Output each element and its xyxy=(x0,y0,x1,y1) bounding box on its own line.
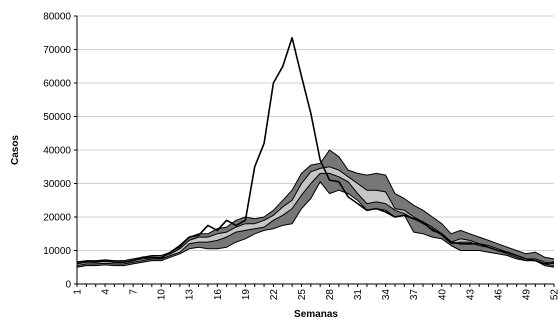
y-tick-label: 40000 xyxy=(43,146,71,157)
y-tick-label: 0 xyxy=(65,280,71,291)
inner-range-band xyxy=(77,166,554,266)
x-tick-label: 43 xyxy=(465,289,476,301)
outer-range-band xyxy=(77,150,554,268)
x-tick-label: 40 xyxy=(437,289,448,301)
x-tick-label: 13 xyxy=(185,289,196,301)
x-tick-label: 7 xyxy=(129,289,140,295)
band-lower-line xyxy=(76,181,555,268)
x-tick-label: 16 xyxy=(213,289,224,301)
x-axis-title: Semanas xyxy=(294,309,338,320)
x-tick-label: 25 xyxy=(297,289,308,301)
y-tick-label: 60000 xyxy=(43,79,71,90)
x-tick-label: 46 xyxy=(493,289,504,301)
x-tick-label: 4 xyxy=(101,289,112,295)
range-bands xyxy=(77,150,554,268)
band-upper-line xyxy=(76,149,555,263)
y-axis-title: Casos xyxy=(10,135,21,165)
x-tick-label: 34 xyxy=(381,289,392,301)
x-tick-label: 52 xyxy=(550,289,558,301)
x-tick-label: 37 xyxy=(409,289,420,301)
axes xyxy=(74,15,555,287)
y-tick-label: 20000 xyxy=(43,213,71,224)
series-line xyxy=(76,36,555,265)
x-tick-label: 19 xyxy=(241,289,252,301)
y-tick-label: 10000 xyxy=(43,246,71,257)
y-tick-label: 50000 xyxy=(43,112,71,123)
x-tick-label: 49 xyxy=(521,289,532,301)
x-tick-label: 22 xyxy=(269,289,280,301)
x-tick-label: 1 xyxy=(73,289,84,295)
x-tick-labels: 1 4 7 10 13 16 19 22 25 28 31 34 37 40 43 46 49 52 xyxy=(73,289,558,301)
y-tick-label: 30000 xyxy=(43,179,71,190)
y-tick-label: 80000 xyxy=(43,12,71,23)
y-tick-label: 70000 xyxy=(43,45,71,56)
x-tick-label: 28 xyxy=(325,289,336,301)
y-tick-labels: 0 10000 20000 30000 40000 50000 60000 70000 8000… xyxy=(43,12,71,291)
x-tick-label: 31 xyxy=(353,289,364,301)
series-lines xyxy=(76,36,555,268)
x-tick-label: 10 xyxy=(157,289,168,301)
